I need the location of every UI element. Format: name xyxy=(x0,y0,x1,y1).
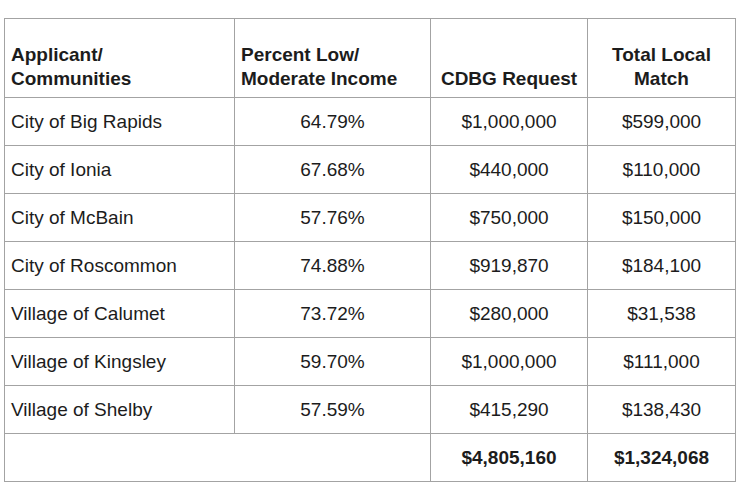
cell-percent: 74.88% xyxy=(235,242,431,290)
cell-cdbg-request: $919,870 xyxy=(431,242,588,290)
cell-applicant: City of Roscommon xyxy=(5,242,235,290)
cell-cdbg-request: $750,000 xyxy=(431,194,588,242)
cell-cdbg-request: $1,000,000 xyxy=(431,338,588,386)
column-header-total-local-match: Total Local Match xyxy=(588,19,736,98)
table-row: Village of Kingsley 59.70% $1,000,000 $1… xyxy=(5,338,736,386)
cell-percent: 64.79% xyxy=(235,98,431,146)
header-line: Applicant/ xyxy=(11,43,234,67)
header-line: Match xyxy=(588,67,735,91)
cell-percent: 57.76% xyxy=(235,194,431,242)
header-row: Applicant/ Communities Percent Low/ Mode… xyxy=(5,19,736,98)
cell-total-local-match: $184,100 xyxy=(588,242,736,290)
cell-total-local-match: $110,000 xyxy=(588,146,736,194)
total-cdbg-request: $4,805,160 xyxy=(431,434,588,482)
header-line: Communities xyxy=(11,67,234,91)
header-line: Percent Low/ xyxy=(241,43,430,67)
table-row: City of Big Rapids 64.79% $1,000,000 $59… xyxy=(5,98,736,146)
table-row: City of Ionia 67.68% $440,000 $110,000 xyxy=(5,146,736,194)
cell-cdbg-request: $280,000 xyxy=(431,290,588,338)
total-local-match: $1,324,068 xyxy=(588,434,736,482)
cell-total-local-match: $111,000 xyxy=(588,338,736,386)
header-line: CDBG Request xyxy=(431,67,587,91)
column-header-percent-low-moderate-income: Percent Low/ Moderate Income xyxy=(235,19,431,98)
cell-applicant: City of Big Rapids xyxy=(5,98,235,146)
cell-total-local-match: $599,000 xyxy=(588,98,736,146)
column-header-cdbg-request: CDBG Request xyxy=(431,19,588,98)
column-header-applicant-communities: Applicant/ Communities xyxy=(5,19,235,98)
cdbg-funding-table: Applicant/ Communities Percent Low/ Mode… xyxy=(4,18,736,482)
cell-applicant: City of McBain xyxy=(5,194,235,242)
totals-row: $4,805,160 $1,324,068 xyxy=(5,434,736,482)
totals-empty-cell xyxy=(5,434,431,482)
cell-percent: 67.68% xyxy=(235,146,431,194)
header-line: Moderate Income xyxy=(241,67,430,91)
cell-cdbg-request: $440,000 xyxy=(431,146,588,194)
cell-total-local-match: $138,430 xyxy=(588,386,736,434)
table-row: Village of Shelby 57.59% $415,290 $138,4… xyxy=(5,386,736,434)
table-row: City of McBain 57.76% $750,000 $150,000 xyxy=(5,194,736,242)
cell-applicant: City of Ionia xyxy=(5,146,235,194)
cell-applicant: Village of Shelby xyxy=(5,386,235,434)
cell-cdbg-request: $1,000,000 xyxy=(431,98,588,146)
cell-percent: 59.70% xyxy=(235,338,431,386)
cell-cdbg-request: $415,290 xyxy=(431,386,588,434)
table-row: Village of Calumet 73.72% $280,000 $31,5… xyxy=(5,290,736,338)
cell-applicant: Village of Kingsley xyxy=(5,338,235,386)
cell-percent: 73.72% xyxy=(235,290,431,338)
cell-total-local-match: $31,538 xyxy=(588,290,736,338)
cell-total-local-match: $150,000 xyxy=(588,194,736,242)
header-line: Total Local xyxy=(588,43,735,67)
cell-percent: 57.59% xyxy=(235,386,431,434)
cell-applicant: Village of Calumet xyxy=(5,290,235,338)
table-row: City of Roscommon 74.88% $919,870 $184,1… xyxy=(5,242,736,290)
page: Applicant/ Communities Percent Low/ Mode… xyxy=(0,0,750,500)
